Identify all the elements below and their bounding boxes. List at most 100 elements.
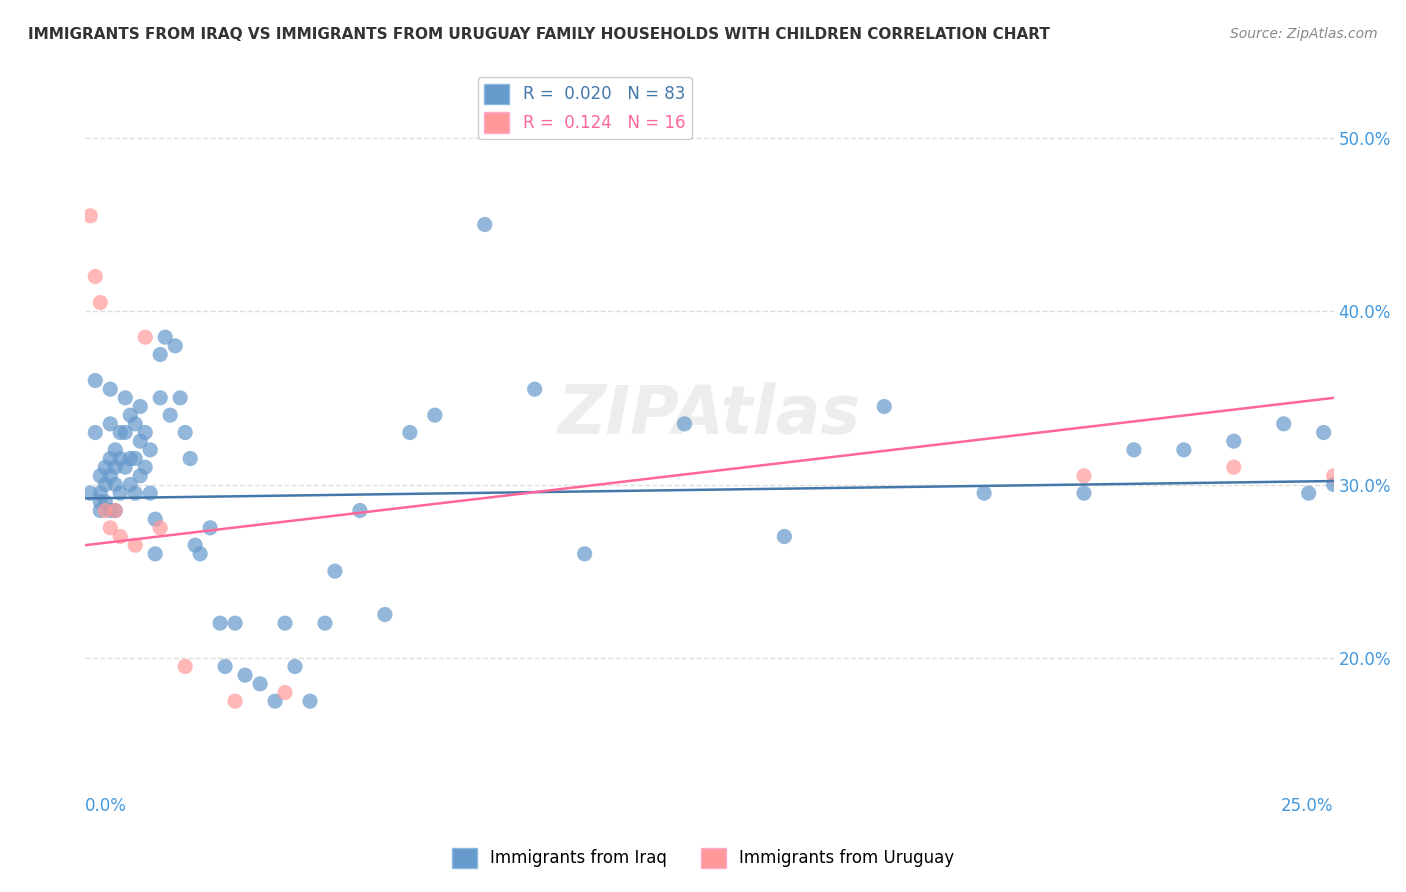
Point [124, 451, 146, 466]
Point [209, 616, 232, 631]
Point [673, 417, 696, 431]
Point [249, 677, 271, 691]
Point [89, 295, 111, 310]
Point [873, 400, 896, 414]
Point [104, 503, 127, 517]
Point [104, 503, 127, 517]
Point [188, 547, 211, 561]
Point [104, 442, 127, 457]
Point [79, 486, 101, 500]
Point [143, 547, 166, 561]
Point [84, 425, 107, 440]
Text: 0.0%: 0.0% [86, 797, 127, 814]
Point [773, 529, 796, 543]
Point [973, 486, 995, 500]
Point [110, 451, 132, 466]
Point [349, 503, 371, 517]
Point [129, 400, 152, 414]
Point [89, 503, 111, 517]
Point [474, 218, 496, 232]
Point [143, 512, 166, 526]
Point [114, 391, 136, 405]
Point [89, 495, 111, 509]
Point [314, 616, 336, 631]
Point [169, 391, 191, 405]
Point [1298, 486, 1320, 500]
Point [374, 607, 396, 622]
Point [129, 434, 152, 449]
Point [165, 339, 187, 353]
Point [98, 417, 121, 431]
Point [149, 521, 172, 535]
Point [184, 538, 207, 552]
Point [214, 659, 236, 673]
Point [89, 468, 111, 483]
Point [149, 391, 172, 405]
Point [98, 503, 121, 517]
Point [114, 460, 136, 475]
Point [284, 659, 307, 673]
Point [1073, 486, 1095, 500]
Point [129, 468, 152, 483]
Point [98, 468, 121, 483]
Text: IMMIGRANTS FROM IRAQ VS IMMIGRANTS FROM URUGUAY FAMILY HOUSEHOLDS WITH CHILDREN : IMMIGRANTS FROM IRAQ VS IMMIGRANTS FROM … [28, 27, 1050, 42]
Point [120, 408, 142, 422]
Point [98, 382, 121, 396]
Text: Source: ZipAtlas.com: Source: ZipAtlas.com [1230, 27, 1378, 41]
Legend: Immigrants from Iraq, Immigrants from Uruguay: Immigrants from Iraq, Immigrants from Ur… [446, 841, 960, 875]
Point [104, 477, 127, 491]
Point [84, 269, 107, 284]
Point [1173, 442, 1195, 457]
Point [110, 486, 132, 500]
Point [94, 503, 117, 517]
Point [134, 460, 156, 475]
Point [1272, 417, 1295, 431]
Point [114, 425, 136, 440]
Point [264, 694, 287, 708]
Point [179, 451, 201, 466]
Point [149, 347, 172, 361]
Point [423, 408, 446, 422]
Point [94, 495, 117, 509]
Point [110, 529, 132, 543]
Point [274, 616, 297, 631]
Point [134, 330, 156, 344]
Point [1223, 460, 1246, 475]
Point [98, 521, 121, 535]
Point [174, 425, 197, 440]
Point [323, 564, 346, 578]
Legend: R =  0.020   N = 83, R =  0.124   N = 16: R = 0.020 N = 83, R = 0.124 N = 16 [478, 77, 692, 139]
Point [139, 442, 162, 457]
Point [139, 486, 162, 500]
Point [224, 616, 246, 631]
Text: 25.0%: 25.0% [1281, 797, 1334, 814]
Point [298, 694, 321, 708]
Point [79, 209, 101, 223]
Point [124, 538, 146, 552]
Point [84, 374, 107, 388]
Point [233, 668, 256, 682]
Point [1122, 442, 1144, 457]
Point [399, 425, 422, 440]
Point [98, 451, 121, 466]
Point [174, 659, 197, 673]
Point [224, 694, 246, 708]
Point [1223, 434, 1246, 449]
Point [120, 477, 142, 491]
Text: ZIPAtlas: ZIPAtlas [558, 382, 860, 448]
Point [523, 382, 546, 396]
Point [110, 425, 132, 440]
Point [1323, 468, 1346, 483]
Point [274, 685, 297, 699]
Point [104, 460, 127, 475]
Point [198, 521, 221, 535]
Point [574, 547, 596, 561]
Point [120, 451, 142, 466]
Point [1073, 468, 1095, 483]
Point [153, 330, 176, 344]
Point [89, 486, 111, 500]
Point [94, 460, 117, 475]
Point [1323, 477, 1346, 491]
Point [124, 486, 146, 500]
Point [94, 477, 117, 491]
